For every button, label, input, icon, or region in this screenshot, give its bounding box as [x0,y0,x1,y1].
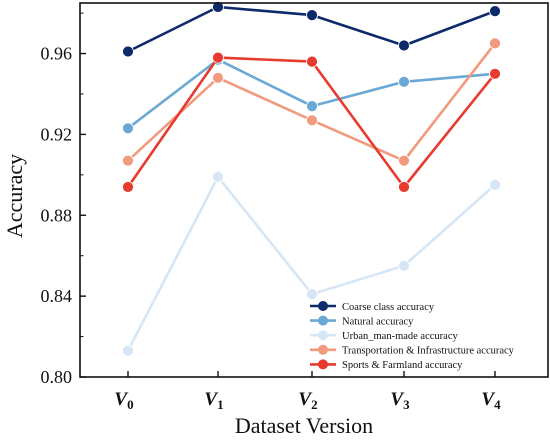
y-tick-label: 0.80 [41,367,73,387]
data-point [122,344,134,357]
legend-label: Sports & Farmland accuracy [342,360,463,371]
x-tick-label-main: V [298,389,312,410]
legend: Coarse class accuracy Natural accuracy Urb… [310,301,515,371]
series-2 [122,170,501,357]
data-point [212,1,224,13]
series-3 [122,37,501,167]
x-tick-label-main: V [204,389,218,410]
x-tick-label: V3 [390,389,410,412]
legend-item: Sports & Farmland accuracy [310,359,463,371]
legend-label: Transportation & Infrastructure accuracy [342,346,515,357]
x-axis: V0 V1 V2 V3 V4 [114,371,501,412]
data-point [306,55,318,68]
x-tick-label-main: V [390,389,404,410]
x-tick-label-main: V [481,389,495,410]
series-0 [122,1,501,58]
x-tick-label: V0 [114,389,133,412]
data-point [489,67,501,80]
x-axis-title: Dataset Version [235,413,373,438]
chart-marks [122,1,501,357]
legend-marker [318,359,328,370]
x-tick-label-sub: 1 [217,397,224,412]
legend-marker [318,344,328,355]
y-tick-label: 0.92 [41,124,73,144]
data-point [122,45,134,58]
series-4 [122,51,501,193]
legend-label: Urban_man-made accuracy [342,331,458,342]
data-point [306,100,318,112]
legend-marker [318,330,328,341]
legend-item: Coarse class accuracy [310,301,435,313]
data-point [489,5,501,18]
legend-item: Urban_man-made accuracy [310,330,458,342]
legend-item: Natural accuracy [310,315,414,327]
series-line [126,175,496,352]
x-tick-label: V1 [204,389,223,412]
y-tick-label: 0.84 [41,286,73,306]
y-axis-title: Accuracy [2,154,27,238]
x-tick-label-sub: 3 [403,397,410,412]
x-tick-label: V2 [298,389,317,412]
data-point [122,122,134,135]
data-point [122,181,134,193]
data-point [306,9,318,22]
data-point [122,154,134,167]
x-tick-label-main: V [114,389,128,410]
data-point [398,39,410,52]
plot-frame [79,2,549,378]
x-tick-label-sub: 4 [494,397,501,412]
data-point [306,288,318,301]
x-tick-label-sub: 0 [127,397,134,412]
data-point [212,170,224,183]
data-point [212,51,224,64]
legend-label: Natural accuracy [342,316,414,327]
data-point [398,75,410,88]
y-axis: 0.80 0.84 0.88 0.92 0.96 [41,12,86,387]
legend-marker [318,301,328,311]
legend-item: Transportation & Infrastructure accuracy [310,344,515,357]
y-tick-label: 0.96 [41,44,73,64]
data-point [398,181,410,193]
x-tick-label: V4 [481,389,501,412]
data-point [489,37,501,50]
data-point [398,259,410,272]
x-tick-label-sub: 2 [311,397,318,412]
data-point [398,154,410,167]
y-tick-label: 0.88 [41,205,73,225]
data-point [489,178,501,191]
data-point [306,114,318,127]
legend-label: Coarse class accuracy [342,302,435,313]
data-point [212,71,224,84]
legend-marker [318,315,328,326]
